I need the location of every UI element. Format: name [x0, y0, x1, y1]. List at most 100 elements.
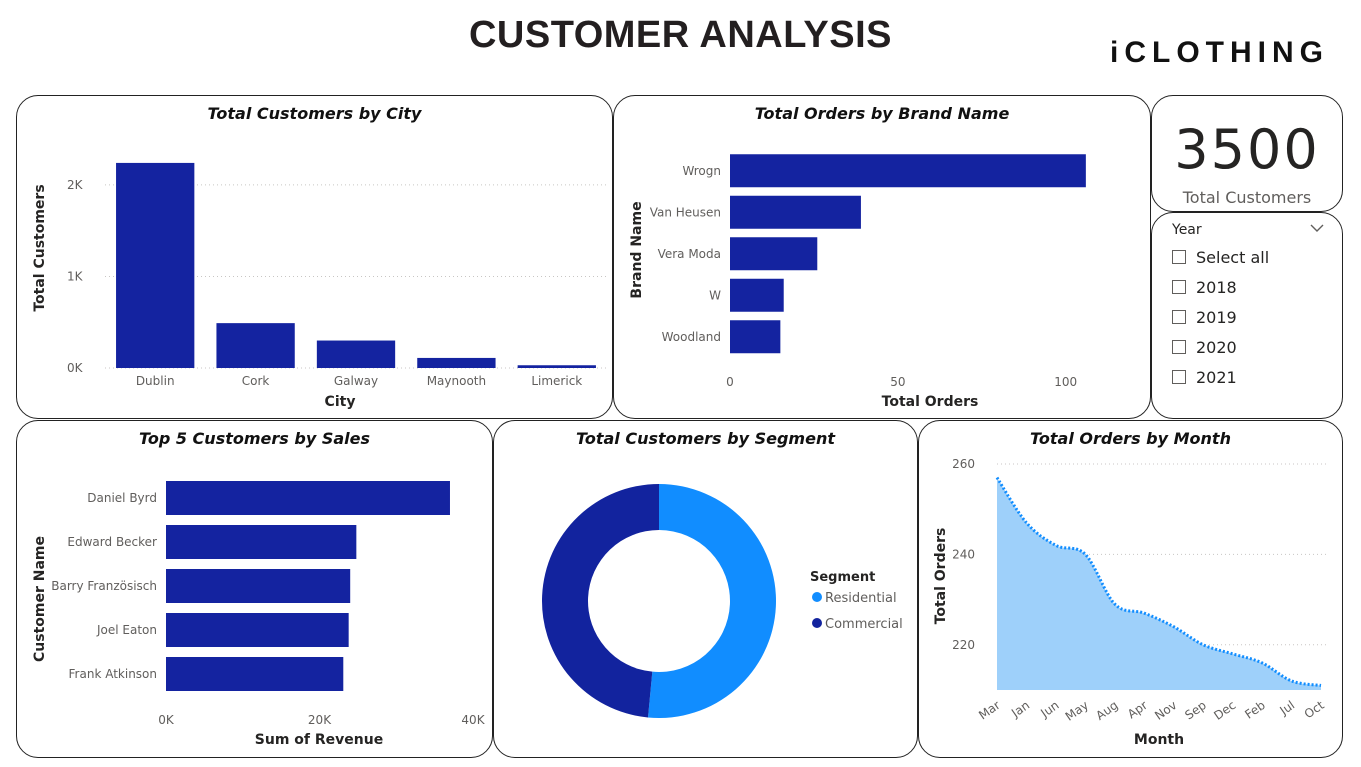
bar: [517, 365, 596, 368]
legend-title: Segment: [810, 570, 875, 585]
slicer-option-label: 2021: [1196, 367, 1237, 387]
area-fill: [997, 477, 1321, 690]
bar: [216, 323, 295, 368]
checkbox-icon[interactable]: [1172, 280, 1186, 294]
y-axis-title: Brand Name: [629, 201, 645, 298]
bar: [166, 569, 351, 603]
x-tick-label: Apr: [1125, 698, 1150, 721]
slicer-option-label: 2020: [1196, 337, 1237, 357]
x-tick-label: Sep: [1182, 698, 1209, 722]
donut-slice: [647, 484, 776, 718]
bar: [730, 154, 1086, 188]
chart-title: Total Orders by Month: [1030, 429, 1231, 448]
slicer-option-label: 2019: [1196, 307, 1237, 327]
chevron-down-icon[interactable]: [1310, 221, 1324, 237]
x-tick-label: 0: [726, 375, 734, 389]
x-tick-label: 40K: [461, 713, 485, 727]
x-tick-label: May: [1063, 698, 1091, 724]
x-tick-label: 100: [1054, 375, 1077, 389]
x-tick-label: Galway: [334, 374, 378, 388]
x-tick-label: Dublin: [136, 374, 175, 388]
top-customers-chart: Daniel Byrd Edward Becker Barry Französisc…: [32, 481, 486, 748]
page-title: CUSTOMER ANALYSIS: [468, 14, 893, 56]
bar: [166, 481, 450, 515]
checkbox-icon[interactable]: [1172, 370, 1186, 384]
y-tick-label: Wrogn: [682, 164, 721, 178]
bar: [417, 357, 496, 368]
year-slicer[interactable]: Year Select all 2018 2019 2020 2021: [1151, 212, 1343, 419]
y-tick-label: Woodland: [662, 330, 721, 344]
kpi-value: 3500: [1174, 118, 1320, 181]
y-axis-title: Customer Name: [32, 536, 48, 662]
y-tick-label: Barry Französisch: [51, 579, 157, 593]
y-tick-label: Frank Atkinson: [69, 667, 157, 681]
slicer-option-2020[interactable]: 2020: [1172, 337, 1237, 357]
bar: [730, 320, 781, 354]
orders-by-brand-chart: Wrogn Van Heusen Vera Moda W Woodland 0 50 100 T…: [629, 154, 1086, 410]
bar: [730, 278, 784, 312]
orders-by-month-chart: 220 240 260 Mar Jan Jun May Aug Apr Nov Sep Dec Feb J…: [933, 457, 1329, 748]
customers-by-city-chart: 0K 1K 2K Dublin Cork Galway Maynooth Limerick Ci…: [32, 162, 607, 410]
y-tick-label: Edward Becker: [67, 535, 157, 549]
checkbox-icon[interactable]: [1172, 340, 1186, 354]
y-tick-label: Daniel Byrd: [87, 491, 157, 505]
kpi-label: Total Customers: [1182, 188, 1312, 207]
bar: [166, 657, 344, 691]
x-tick-label: Cork: [242, 374, 270, 388]
bar: [316, 340, 396, 368]
x-axis-title: Total Orders: [882, 394, 979, 410]
x-tick-label: Jul: [1277, 698, 1298, 718]
total-customers-kpi-card: 3500 Total Customers: [1151, 95, 1343, 212]
customers-by-city-card[interactable]: Total Customers by City 0K 1K 2K Dublin Cork…: [16, 95, 613, 419]
slicer-option-2021[interactable]: 2021: [1172, 367, 1237, 387]
x-tick-label: Aug: [1093, 698, 1120, 723]
x-tick-label: Maynooth: [427, 374, 486, 388]
legend-marker: [812, 618, 822, 628]
y-tick-label: W: [709, 288, 721, 302]
x-tick-label: 0K: [158, 713, 175, 727]
slicer-option-select-all[interactable]: Select all: [1172, 247, 1269, 267]
x-axis-title: City: [325, 394, 356, 410]
bar: [116, 162, 195, 368]
x-tick-label: 20K: [308, 713, 332, 727]
x-tick-label: Dec: [1211, 698, 1238, 723]
customers-by-segment-chart: Segment Residential Commercial: [542, 484, 903, 718]
slicer-option-2018[interactable]: 2018: [1172, 277, 1237, 297]
y-tick-label: Vera Moda: [658, 247, 721, 261]
slicer-option-label: Select all: [1196, 247, 1270, 267]
donut-slice: [542, 484, 659, 718]
y-tick-label: 220: [952, 638, 975, 652]
legend-label: Commercial: [825, 617, 903, 632]
y-axis-title: Total Customers: [32, 184, 48, 311]
bar: [166, 613, 349, 647]
brand-logo: iCLOTHING: [1110, 36, 1329, 69]
chart-title: Total Orders by Brand Name: [754, 104, 1010, 123]
top-customers-card[interactable]: Top 5 Customers by Sales Daniel Byrd Edwa…: [16, 420, 493, 758]
y-tick-label: Joel Eaton: [96, 623, 157, 637]
x-tick-label: Mar: [976, 698, 1003, 722]
y-tick-label: Van Heusen: [650, 205, 721, 219]
series-line: [995, 476, 1322, 687]
chart-title: Total Customers by City: [207, 104, 422, 123]
checkbox-icon[interactable]: [1172, 310, 1186, 324]
bar: [166, 525, 357, 559]
slicer-option-2019[interactable]: 2019: [1172, 307, 1237, 327]
checkbox-icon[interactable]: [1172, 250, 1186, 264]
y-tick-label: 240: [952, 547, 975, 561]
orders-by-brand-card[interactable]: Total Orders by Brand Name Wrogn Van Heus…: [613, 95, 1151, 419]
y-axis-title: Total Orders: [933, 528, 949, 625]
x-tick-label: Limerick: [531, 374, 582, 388]
x-tick-label: Nov: [1152, 698, 1179, 723]
chart-title: Total Customers by Segment: [576, 429, 835, 448]
chart-title: Top 5 Customers by Sales: [138, 429, 370, 448]
legend-marker: [812, 592, 822, 602]
legend-label: Residential: [825, 591, 897, 606]
x-tick-label: Jan: [1008, 698, 1032, 721]
slicer-title: Year: [1172, 222, 1202, 238]
x-tick-label: 50: [890, 375, 905, 389]
x-axis-title: Sum of Revenue: [255, 732, 383, 748]
customers-by-segment-card[interactable]: Total Customers by Segment Segment Reside…: [493, 420, 918, 758]
y-tick-label: 1K: [67, 269, 84, 283]
orders-by-month-card[interactable]: Total Orders by Month 220 240 260 Mar Jan Jun…: [918, 420, 1343, 758]
x-tick-label: Feb: [1242, 698, 1267, 722]
